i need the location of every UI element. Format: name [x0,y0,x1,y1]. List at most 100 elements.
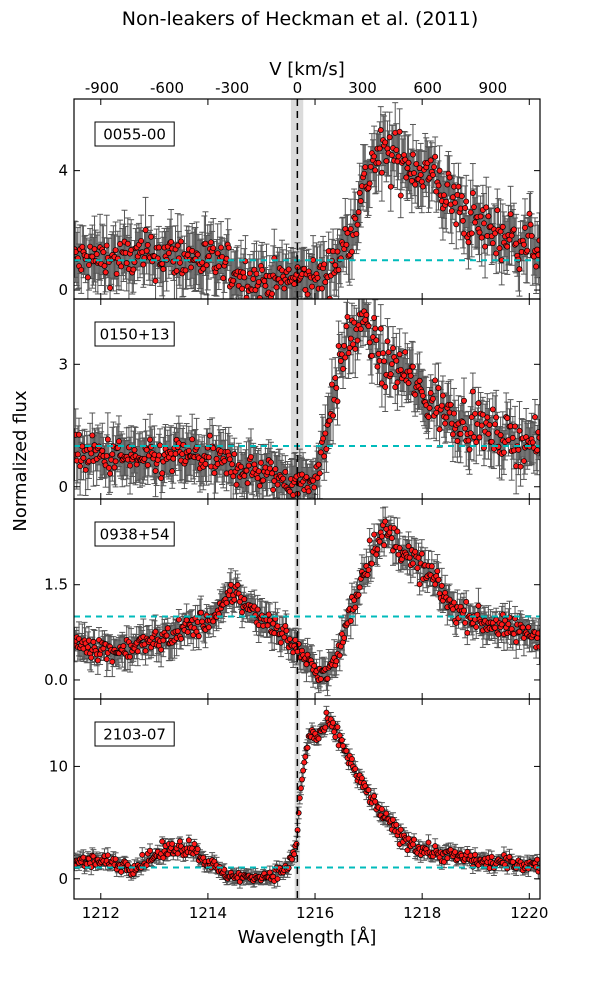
data-point [462,425,469,432]
data-point [175,616,182,623]
data-point [91,246,98,252]
data-point [435,385,442,391]
data-point [486,421,493,428]
data-point [509,434,516,441]
data-point [378,169,385,176]
data-point [214,250,221,257]
data-point [99,447,106,454]
data-point [394,528,401,535]
data-point [303,661,310,668]
data-point [230,277,237,284]
data-point [351,597,358,604]
data-point [406,554,413,561]
data-point [405,380,412,387]
data-point [277,639,284,646]
data-point [348,248,355,255]
data-point [469,190,476,196]
data-point [412,391,419,398]
data-point [202,240,209,247]
data-point [155,452,162,459]
data-point [256,482,263,489]
data-point [416,377,423,384]
data-point [269,470,275,477]
panels-group: 040055-00030150+130.01.50938+540102103-0… [44,98,541,900]
data-point [164,625,171,632]
data-point [497,228,504,235]
data-point [152,277,159,284]
data-point [103,656,110,663]
velocity-tick-label: 600 [413,79,442,97]
data-point [347,225,354,232]
data-point [382,518,389,525]
data-point [468,230,475,237]
data-point [363,311,370,318]
panel-plot-area [74,299,540,499]
data-point [109,658,116,665]
data-point [489,406,496,413]
data-point [285,266,292,273]
data-point [357,198,364,204]
data-point [203,262,210,269]
y-tick-label: 0 [58,478,68,496]
data-point [250,275,257,282]
data-point [282,468,289,475]
data-point [522,224,528,231]
data-point [311,662,318,669]
data-point [134,648,141,655]
data-point [365,323,372,330]
data-point [243,294,250,299]
data-point [148,233,155,240]
data-point [368,560,375,567]
data-point [86,262,92,268]
data-point [101,262,108,269]
panel-plot-area [74,499,540,699]
data-point [435,182,442,189]
panel-0150+13: 0 3 0150+13 [58,298,541,500]
data-point [109,451,116,458]
data-point [397,366,404,373]
data-point [412,181,419,188]
data-point [393,357,400,364]
data-point [231,596,238,603]
data-point [234,581,241,588]
velocity-tick-label: -600 [150,79,184,97]
data-point [205,454,212,461]
data-point [386,529,393,536]
data-point [124,240,131,247]
data-point [100,249,107,256]
data-point [443,198,450,205]
data-point [461,397,467,404]
data-point [220,275,227,282]
data-point [103,452,110,459]
data-point [396,128,403,135]
data-point [526,210,533,217]
data-point [453,221,460,228]
data-point [508,232,515,239]
data-point [76,431,82,438]
data-point [373,551,380,558]
data-point [223,255,230,262]
data-point [429,171,436,178]
data-point [375,159,382,166]
data-point [103,242,110,249]
data-point [356,584,363,591]
data-point [451,410,457,417]
data-point [286,636,293,642]
data-point [210,618,217,625]
data-point [229,461,236,468]
data-point [183,617,190,624]
data-point [334,398,341,405]
data-point [448,208,455,214]
data-point [84,274,91,281]
data-point [194,251,201,258]
data-point [87,243,94,250]
data-point [455,183,462,190]
data-point [230,473,237,480]
data-point [264,622,271,629]
data-point [112,247,119,254]
data-point [472,219,479,226]
data-point [311,484,318,491]
data-point [117,241,123,247]
data-point [178,238,185,245]
